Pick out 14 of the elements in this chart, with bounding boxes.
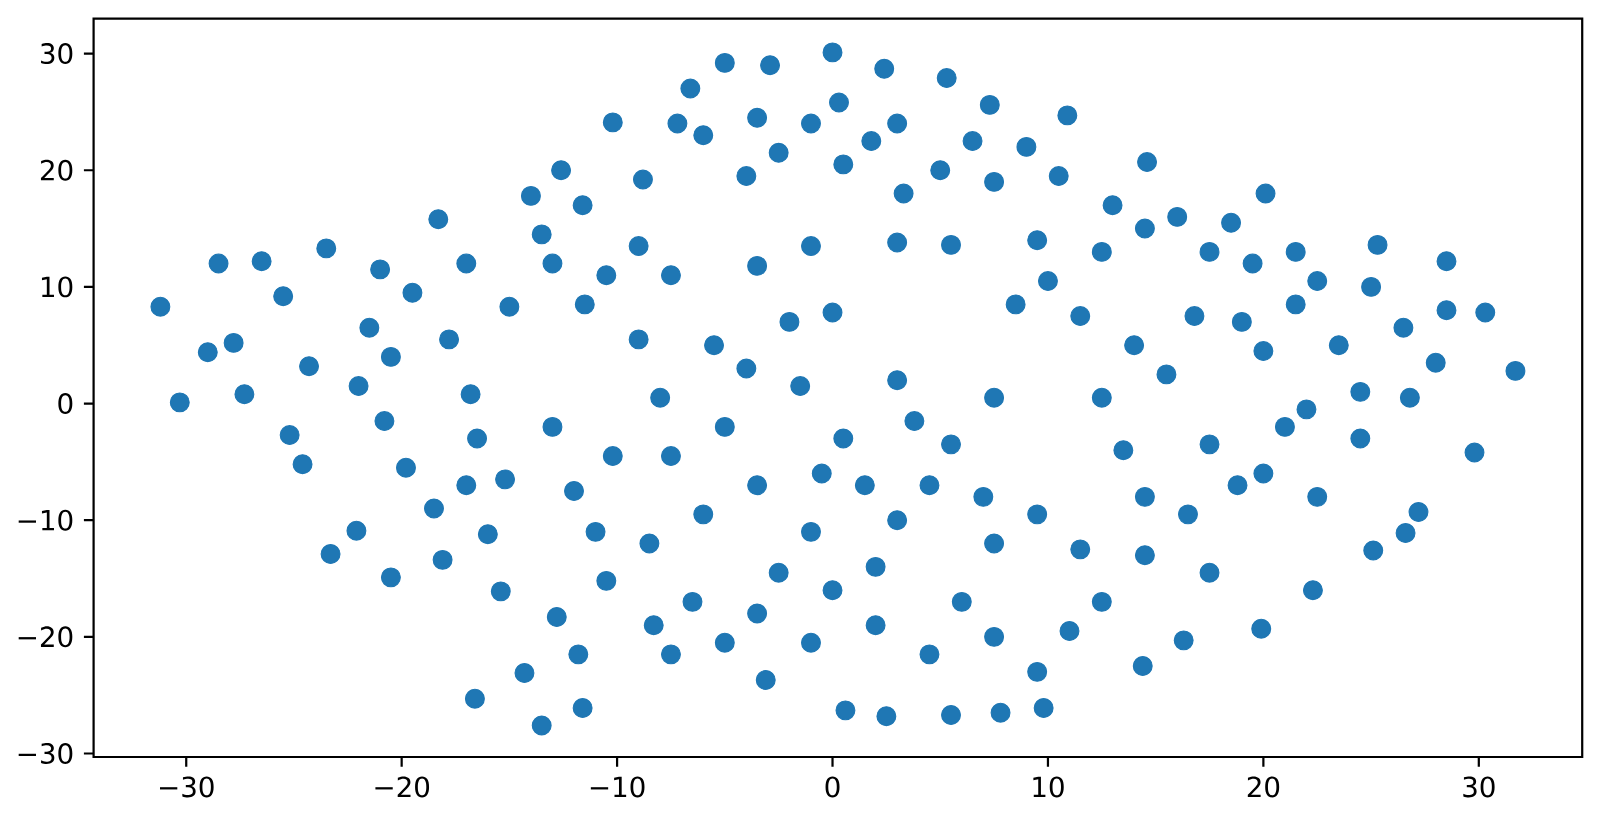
- y-tick-label: 30: [41, 43, 73, 65]
- y-tick-label: −20: [18, 626, 73, 648]
- y-tick-label: −30: [18, 743, 73, 764]
- x-tick-label: −20: [375, 776, 430, 798]
- x-tick-label: 20: [1247, 776, 1280, 798]
- x-tick-label: 30: [1463, 776, 1495, 798]
- y-tick-label: −10: [18, 509, 73, 531]
- x-tick-label: −30: [159, 776, 214, 798]
- y-tick-label: 20: [40, 159, 73, 181]
- y-tick-label: 10: [41, 276, 73, 298]
- y-tick-label: 0: [58, 393, 73, 414]
- x-tick-label: 0: [825, 776, 840, 798]
- x-tick-label: −10: [590, 776, 645, 798]
- x-tick-label: 10: [1033, 776, 1064, 798]
